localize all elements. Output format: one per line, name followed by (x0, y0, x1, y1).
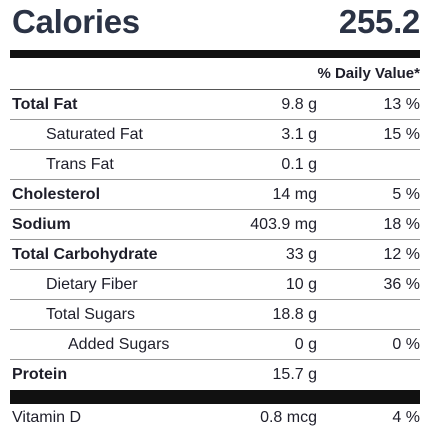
nutrient-daily-value: 15 % (383, 126, 420, 143)
nutrient-name: Total Carbohydrate (12, 246, 158, 263)
nutrient-amount: 403.9 mg (250, 216, 317, 233)
nutrient-amount: 33 g (285, 246, 317, 263)
nutrient-row-cholesterol: Cholesterol 14 mg 5 % (10, 179, 420, 209)
nutrient-amount: 18.8 g (272, 306, 317, 323)
nutrient-daily-value: 18 % (383, 216, 420, 233)
thick-divider-bottom (10, 390, 420, 404)
nutrient-amount: 9.8 g (281, 96, 317, 113)
nutrient-name: Saturated Fat (46, 126, 143, 143)
nutrient-row-protein: Protein 15.7 g (10, 359, 420, 389)
calories-value: 255.2 (338, 3, 420, 40)
daily-value-header: % Daily Value* (10, 60, 420, 88)
nutrient-amount: 0.1 g (281, 156, 317, 173)
calories-label: Calories (12, 3, 140, 40)
vitamin-row-vitamin-d: Vitamin D 0.8 mcg 4 % (10, 404, 420, 430)
nutrient-name: Total Fat (12, 96, 78, 113)
nutrient-daily-value: 13 % (383, 96, 420, 113)
vitamin-daily-value: 4 % (392, 409, 420, 426)
nutrient-amount: 0 g (294, 336, 317, 353)
nutrient-row-total-fat: Total Fat 9.8 g 13 % (10, 89, 420, 119)
daily-value-header-label: % Daily Value* (317, 65, 420, 82)
nutrient-row-total-sugars: Total Sugars 18.8 g (10, 299, 420, 329)
nutrient-daily-value: 36 % (383, 276, 420, 293)
vitamin-name: Vitamin D (12, 409, 82, 426)
calories-header: Calories 255.2 (10, 0, 420, 46)
nutrient-row-saturated-fat: Saturated Fat 3.1 g 15 % (10, 119, 420, 149)
nutrient-name: Trans Fat (46, 156, 114, 173)
nutrient-row-total-carbohydrate: Total Carbohydrate 33 g 12 % (10, 239, 420, 269)
nutrient-amount: 3.1 g (281, 126, 317, 143)
nutrient-row-sodium: Sodium 403.9 mg 18 % (10, 209, 420, 239)
nutrient-daily-value: 0 % (392, 336, 420, 353)
nutrient-row-dietary-fiber: Dietary Fiber 10 g 36 % (10, 269, 420, 299)
vitamin-amount: 0.8 mcg (260, 409, 317, 426)
nutrient-row-added-sugars: Added Sugars 0 g 0 % (10, 329, 420, 359)
nutrient-name: Added Sugars (68, 336, 170, 353)
nutrient-table: Total Fat 9.8 g 13 % Saturated Fat 3.1 g… (10, 89, 420, 389)
nutrient-name: Sodium (12, 216, 71, 233)
nutrient-name: Total Sugars (46, 306, 135, 323)
nutrient-daily-value: 5 % (392, 186, 420, 203)
nutrient-daily-value: 12 % (383, 246, 420, 263)
nutrient-amount: 10 g (285, 276, 317, 293)
thick-divider-top (10, 50, 420, 58)
nutrient-amount: 14 mg (272, 186, 317, 203)
nutrient-name: Cholesterol (12, 186, 101, 203)
nutrient-name: Protein (12, 366, 68, 383)
nutrient-row-trans-fat: Trans Fat 0.1 g (10, 149, 420, 179)
nutrient-name: Dietary Fiber (46, 276, 138, 293)
nutrient-amount: 15.7 g (272, 366, 317, 383)
